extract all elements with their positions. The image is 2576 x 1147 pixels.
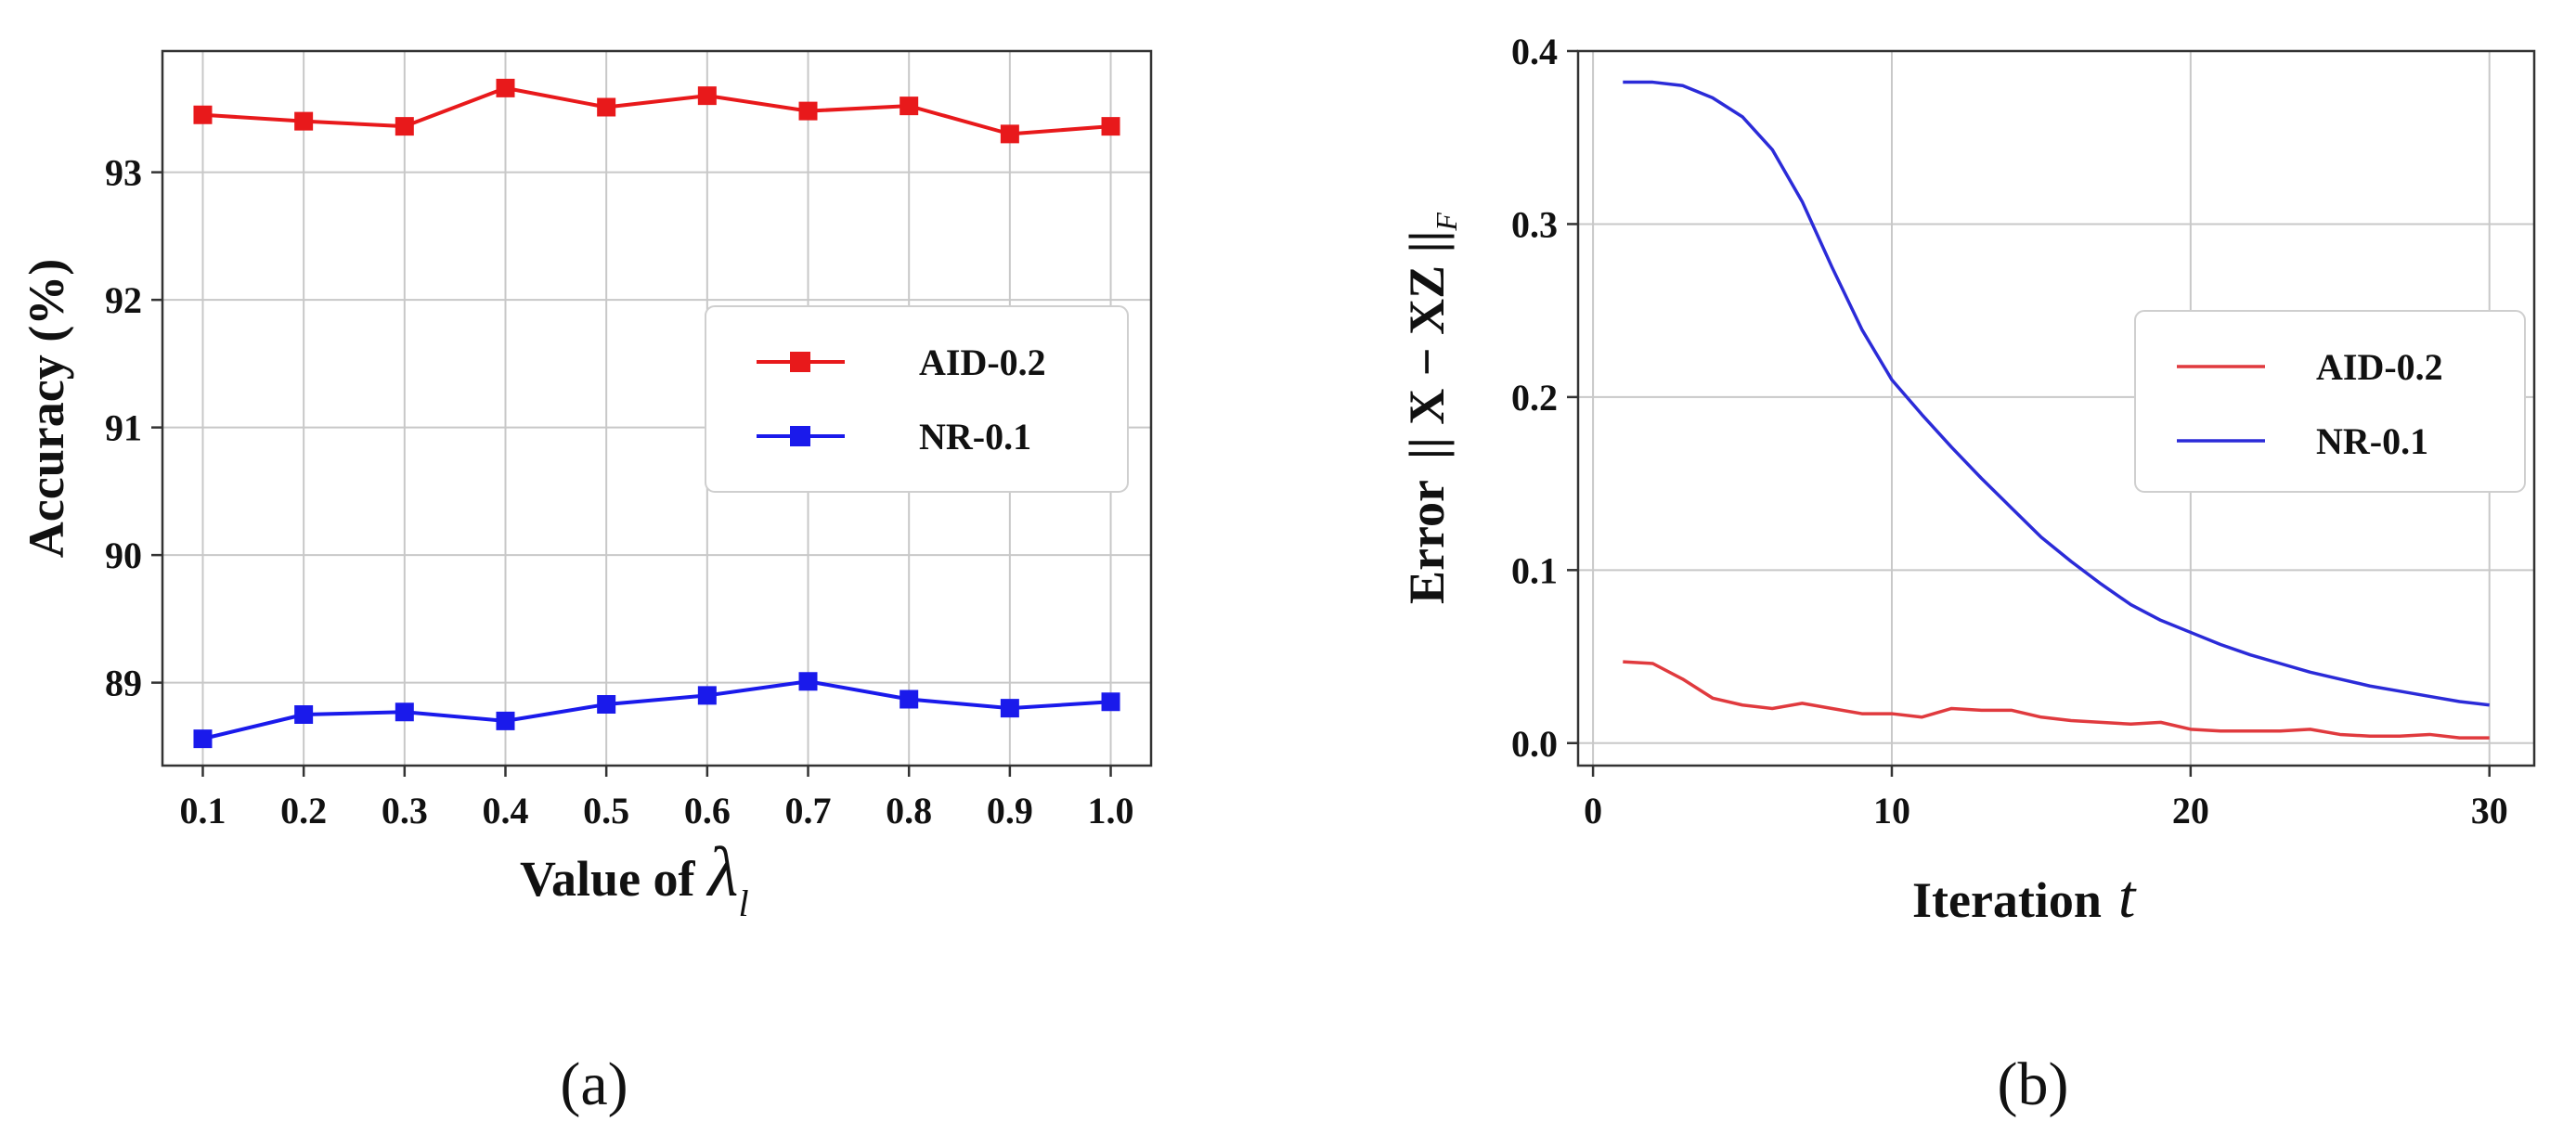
series-line [202, 85, 1111, 136]
x-tick-label: 0 [1584, 790, 1602, 831]
legend-box [2134, 310, 2526, 493]
chart-panel-a: 0.1 0.2 0.3 0.4 0.5 0.6 0.7 0.8 0.9 1.0 89 90 91 92 93… [19, 49, 1153, 1118]
series-aid-0-2 [1623, 660, 2490, 740]
plot-frame [1576, 49, 2536, 767]
x-tick-label: 0.1 [179, 790, 226, 831]
x-tick-label: 0.2 [280, 790, 327, 831]
x-tick-label: 0.6 [684, 790, 731, 831]
y-tick-label: 0.4 [1511, 31, 1558, 72]
series-nr-0-1 [193, 672, 1120, 749]
x-tick-label: 10 [1873, 790, 1910, 831]
legend-marker-nr [790, 426, 810, 446]
series-aid-0-2 [193, 78, 1120, 144]
x-tick-label: 0.8 [886, 790, 932, 831]
y-tick-label: 0.1 [1511, 549, 1558, 591]
series-nr-0-1 [1623, 80, 2490, 707]
y-tick-label: 92 [105, 279, 142, 321]
x-tick-label: 0.7 [785, 790, 832, 831]
data-point [1000, 699, 1019, 718]
data-point [597, 695, 616, 714]
data-point [697, 86, 717, 106]
data-point [697, 686, 717, 705]
x-tick-label: 20 [2172, 790, 2209, 831]
axis-ticks: 0.1 0.2 0.3 0.4 0.5 0.6 0.7 0.8 0.9 1.0 89 90 91 92 93 [105, 152, 1134, 831]
x-axis-label-text: Iteration [1912, 872, 2102, 928]
norm-expression: || X − XZ || [1399, 231, 1455, 459]
x-tick-label: 0.3 [382, 790, 428, 831]
y-tick-label: 0.3 [1511, 203, 1558, 245]
lambda-subscript: l [738, 883, 748, 924]
y-tick-label: 93 [105, 152, 142, 194]
y-axis-label: Error || X − XZ ||F [1399, 213, 1463, 604]
y-tick-label: 0.2 [1511, 377, 1558, 419]
x-tick-label: 0.4 [482, 790, 528, 831]
plot-frame [161, 49, 1153, 767]
legend: AID-0.2 NR-0.1 [705, 305, 1129, 493]
data-point [193, 729, 213, 749]
y-tick-label: 91 [105, 407, 142, 449]
x-tick-label: 30 [2471, 790, 2508, 831]
legend: AID-0.2 NR-0.1 [2134, 310, 2526, 493]
x-axis-label: Value of λl [520, 833, 749, 924]
data-point [294, 111, 314, 131]
data-point [294, 705, 314, 724]
chart-panel-b: 0 10 20 30 0.0 0.1 0.2 0.3 0.4 AID-0.2 NR-0.1 Er… [1399, 31, 2536, 1118]
x-tick-label: 0.5 [583, 790, 629, 831]
x-tick-label: 1.0 [1088, 790, 1134, 831]
legend-marker-aid [790, 352, 810, 372]
legend-label-nr: NR-0.1 [919, 416, 1031, 458]
data-point [900, 97, 919, 116]
series-layer [1623, 80, 2490, 740]
data-point [1000, 124, 1019, 144]
x-tick-label: 0.9 [987, 790, 1033, 831]
x-axis-label-text: Value of [520, 851, 696, 907]
axis-ticks: 0 10 20 30 0.0 0.1 0.2 0.3 0.4 [1511, 31, 2508, 831]
data-point [395, 117, 414, 136]
series-layer [193, 78, 1120, 749]
data-point [395, 702, 414, 722]
y-axis-label-text: Error [1399, 480, 1455, 604]
data-point [496, 78, 515, 97]
panel-label-a: (a) [560, 1050, 628, 1118]
data-point [798, 101, 818, 121]
panel-label-b: (b) [1998, 1050, 2069, 1118]
legend-label-aid: AID-0.2 [919, 342, 1046, 383]
data-point [496, 711, 515, 730]
data-point [900, 689, 919, 709]
legend-box [705, 305, 1129, 493]
y-tick-label: 0.0 [1511, 723, 1558, 765]
y-tick-label: 90 [105, 535, 142, 576]
data-point [798, 672, 818, 691]
y-axis-label: Accuracy (%) [19, 259, 74, 558]
norm-subscript: F [1430, 213, 1463, 232]
legend-label-aid: AID-0.2 [2316, 346, 2443, 388]
data-point [1101, 117, 1120, 136]
lambda-symbol: λ [706, 833, 739, 911]
t-symbol: t [2118, 863, 2137, 931]
x-axis-label: Iteration t [1912, 863, 2137, 931]
legend-label-nr: NR-0.1 [2316, 420, 2428, 462]
series-line [202, 679, 1111, 741]
data-point [597, 97, 616, 117]
data-point [193, 105, 213, 124]
y-tick-label: 89 [105, 663, 142, 704]
data-point [1101, 692, 1120, 712]
